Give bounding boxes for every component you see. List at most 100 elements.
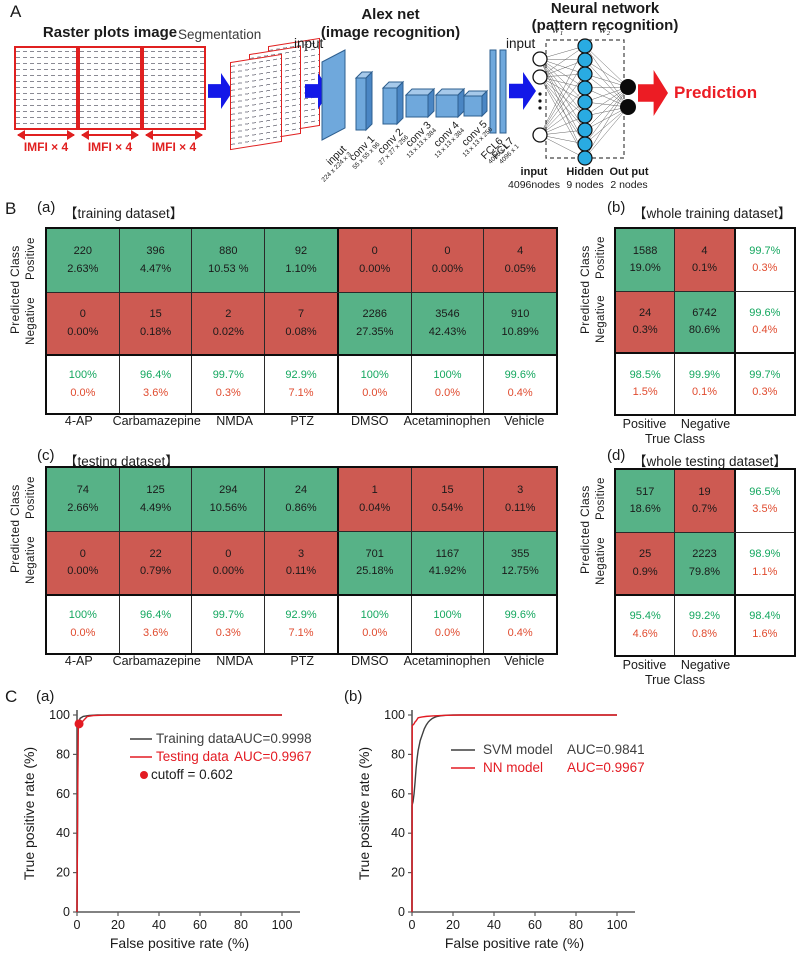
- panel-b-letter: B: [5, 199, 17, 218]
- svg-text:AUC=0.9841: AUC=0.9841: [567, 742, 645, 757]
- matrix-cell: 24 0.3%: [616, 292, 675, 352]
- matrix-d-predicted-class-label: Predicted Class: [578, 485, 592, 575]
- matrix-cell: 3 0.11%: [264, 532, 337, 594]
- matrix-a-predicted-class-label: Predicted Class: [8, 245, 22, 334]
- svg-text:60: 60: [193, 918, 207, 932]
- matrix-d-true-class-label: True Class: [645, 673, 705, 687]
- matrix-c-positive-label: Positive: [25, 476, 37, 519]
- svg-text:Testing data: Testing data: [156, 749, 229, 764]
- matrix-accuracy-cell: 100% 0.0%: [410, 596, 484, 653]
- conv4-shape: [435, 94, 459, 118]
- matrix-cell: 19 0.7%: [674, 470, 734, 532]
- prediction-label: Prediction: [674, 83, 758, 102]
- matrix-column-label: Vehicle: [504, 654, 545, 668]
- matrix-a-title: 【training dataset】: [64, 206, 184, 221]
- fcl6-shape: [489, 49, 497, 134]
- raster-plot-1: [14, 46, 78, 130]
- svg-text:80: 80: [56, 747, 70, 761]
- svg-text:AUC=0.9967: AUC=0.9967: [567, 760, 645, 775]
- matrix-column-label: Carbamazepine: [112, 414, 201, 428]
- roc-chart-svm-nn: 0 20 40 60 80 100 0 20 40 60 80 100 False positive r…: [356, 708, 645, 951]
- matrix-accuracy-cell: 99.2% 0.8%: [674, 596, 733, 655]
- matrix-b-true-negative-label: Negative: [680, 417, 731, 431]
- matrix-cell: 6742 80.6%: [674, 292, 734, 352]
- matrix-cell: 3546 42.43%: [410, 293, 484, 354]
- raster-plots-title: Raster plots image: [42, 24, 178, 41]
- confusion-matrix-testing: 74 2.66% 125 4.49% 294 10.56% 24 0.86% 1 0.04% 15 0…: [45, 466, 558, 655]
- svg-text:True positive rate (%): True positive rate (%): [21, 747, 37, 880]
- alexnet-title: Alex net (image recognition): [318, 6, 463, 42]
- svg-text:20: 20: [111, 918, 125, 932]
- matrix-cell: 880 10.53 %: [191, 229, 265, 292]
- svg-text:40: 40: [487, 918, 501, 932]
- matrix-column-label: PTZ: [290, 414, 314, 428]
- svg-text:40: 40: [391, 826, 405, 840]
- matrix-accuracy-cell: 99.7% 0.3%: [191, 356, 264, 413]
- matrix-accuracy-cell: 99.7% 0.3%: [733, 354, 794, 414]
- matrix-cell: 3 0.11%: [483, 468, 557, 531]
- matrix-d-true-positive-label: Positive: [622, 658, 667, 672]
- matrix-c-negative-label: Negative: [25, 536, 37, 585]
- matrix-column-label: 4-AP: [64, 414, 93, 428]
- svg-text:False positive rate (%): False positive rate (%): [445, 935, 584, 951]
- matrix-cell: 92 1.10%: [264, 229, 337, 292]
- matrix-accuracy-cell: 100% 0.0%: [68, 369, 97, 399]
- alexnet-layers-graphic: [321, 49, 507, 141]
- matrix-column-label: Acetaminophen: [403, 414, 491, 428]
- svg-text:NN model: NN model: [483, 760, 543, 775]
- matrix-column-label: PTZ: [290, 654, 314, 668]
- svg-text:0: 0: [398, 905, 405, 919]
- fcl7-shape: [499, 49, 507, 134]
- svg-text:False positive rate (%): False positive rate (%): [110, 935, 249, 951]
- matrix-cell: 910 10.89%: [483, 293, 557, 354]
- matrix-c-title: 【testing dataset】: [64, 454, 179, 469]
- raster-plot-3: [142, 46, 206, 130]
- matrix-cell: 2223 79.8%: [674, 533, 734, 594]
- conv3-shape: [405, 94, 429, 118]
- nn-output-column-label: Out put 2 nodes: [609, 166, 649, 191]
- matrix-c-column-labels: 4-AP Carbamazepine NMDA PTZ DMSO Acetaminophe…: [45, 654, 558, 668]
- matrix-cell: 1588 19.0%: [616, 229, 675, 291]
- matrix-accuracy-cell: 96.4% 3.6%: [118, 596, 192, 653]
- matrix-accuracy-cell: 98.4% 1.6%: [733, 596, 794, 655]
- imfi-label-3: IMFI × 4: [151, 140, 197, 154]
- panel-b-d-tag: (d): [607, 447, 626, 464]
- matrix-column-label: Carbamazepine: [112, 654, 201, 668]
- matrix-cell: 0 0.00%: [336, 229, 411, 292]
- confusion-matrix-training: 220 2.63% 396 4.47% 880 10.53 % 92 1.10% 0 0.00% 0…: [45, 227, 558, 415]
- matrix-a-column-labels: 4-AP Carbamazepine NMDA PTZ DMSO Acetaminophe…: [45, 414, 558, 428]
- matrix-cell: 1167 41.92%: [410, 532, 484, 594]
- matrix-cell: 701 25.18%: [336, 532, 411, 594]
- matrix-accuracy-cell: 99.7% 0.3%: [733, 229, 794, 291]
- segmentation-label: Segmentation: [178, 27, 262, 42]
- matrix-cell: 125 4.49%: [118, 468, 192, 531]
- panel-a-letter: A: [10, 2, 22, 21]
- nn-title: Neural network (pattern recognition): [525, 0, 685, 35]
- matrix-cell: 2 0.02%: [191, 293, 265, 354]
- matrix-b-true-positive-label: Positive: [622, 417, 667, 431]
- svg-text:AUC=0.9967: AUC=0.9967: [234, 749, 312, 764]
- matrix-cell: 294 10.56%: [191, 468, 265, 531]
- roc-chart-train-test: 0 20 40 60 80 100 0 20 40 60 80 100 False positive r…: [21, 708, 312, 951]
- matrix-accuracy-cell: 92.9% 7.1%: [264, 596, 337, 653]
- weight2-label: w₂: [599, 24, 611, 36]
- matrix-d-title: 【whole testing dataset】: [633, 454, 787, 469]
- panel-b-c-tag: (c): [37, 447, 55, 464]
- svg-text:60: 60: [391, 787, 405, 801]
- panel-b-b-tag: (b): [607, 199, 626, 216]
- alexnet-input-label: input: [294, 36, 324, 51]
- matrix-accuracy-cell: 100% 0.0%: [68, 609, 97, 639]
- matrix-cell: 220 2.63%: [47, 229, 119, 292]
- matrix-cell: 1 0.04%: [336, 468, 411, 531]
- matrix-accuracy-cell: 99.6% 0.4%: [483, 356, 556, 413]
- imfi-label-1: IMFI × 4: [23, 140, 69, 154]
- imfi-span-arrow-1: [17, 130, 75, 140]
- svg-text:100: 100: [272, 918, 293, 932]
- matrix-a-positive-label: Positive: [25, 237, 37, 280]
- matrix-accuracy-cell: 100% 0.0%: [336, 596, 411, 653]
- matrix-column-label: NMDA: [216, 414, 254, 428]
- alexnet-title-line2: (image recognition): [320, 24, 461, 41]
- svg-text:0: 0: [63, 905, 70, 919]
- panel-c-a-tag: (a): [36, 688, 55, 705]
